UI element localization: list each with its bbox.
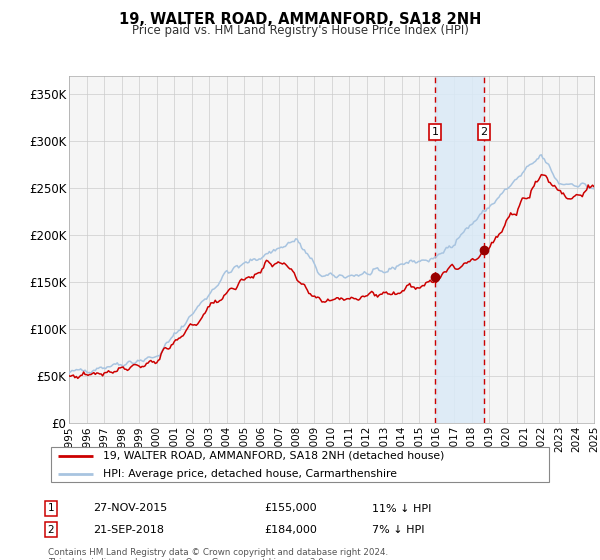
Text: 21-SEP-2018: 21-SEP-2018 [93, 525, 164, 535]
Text: 2: 2 [481, 127, 488, 137]
Text: 2: 2 [47, 525, 55, 535]
Text: 27-NOV-2015: 27-NOV-2015 [93, 503, 167, 514]
Text: Contains HM Land Registry data © Crown copyright and database right 2024.
This d: Contains HM Land Registry data © Crown c… [48, 548, 388, 560]
Text: 11% ↓ HPI: 11% ↓ HPI [372, 503, 431, 514]
FancyBboxPatch shape [50, 447, 550, 482]
Text: 19, WALTER ROAD, AMMANFORD, SA18 2NH: 19, WALTER ROAD, AMMANFORD, SA18 2NH [119, 12, 481, 27]
Bar [435, 76, 484, 423]
Text: 19, WALTER ROAD, AMMANFORD, SA18 2NH (detached house): 19, WALTER ROAD, AMMANFORD, SA18 2NH (de… [103, 451, 445, 461]
Text: £155,000: £155,000 [264, 503, 317, 514]
Text: Price paid vs. HM Land Registry's House Price Index (HPI): Price paid vs. HM Land Registry's House … [131, 24, 469, 36]
Text: 1: 1 [431, 127, 439, 137]
Text: 1: 1 [47, 503, 55, 514]
Text: HPI: Average price, detached house, Carmarthenshire: HPI: Average price, detached house, Carm… [103, 469, 397, 479]
Text: £184,000: £184,000 [264, 525, 317, 535]
Text: 7% ↓ HPI: 7% ↓ HPI [372, 525, 425, 535]
